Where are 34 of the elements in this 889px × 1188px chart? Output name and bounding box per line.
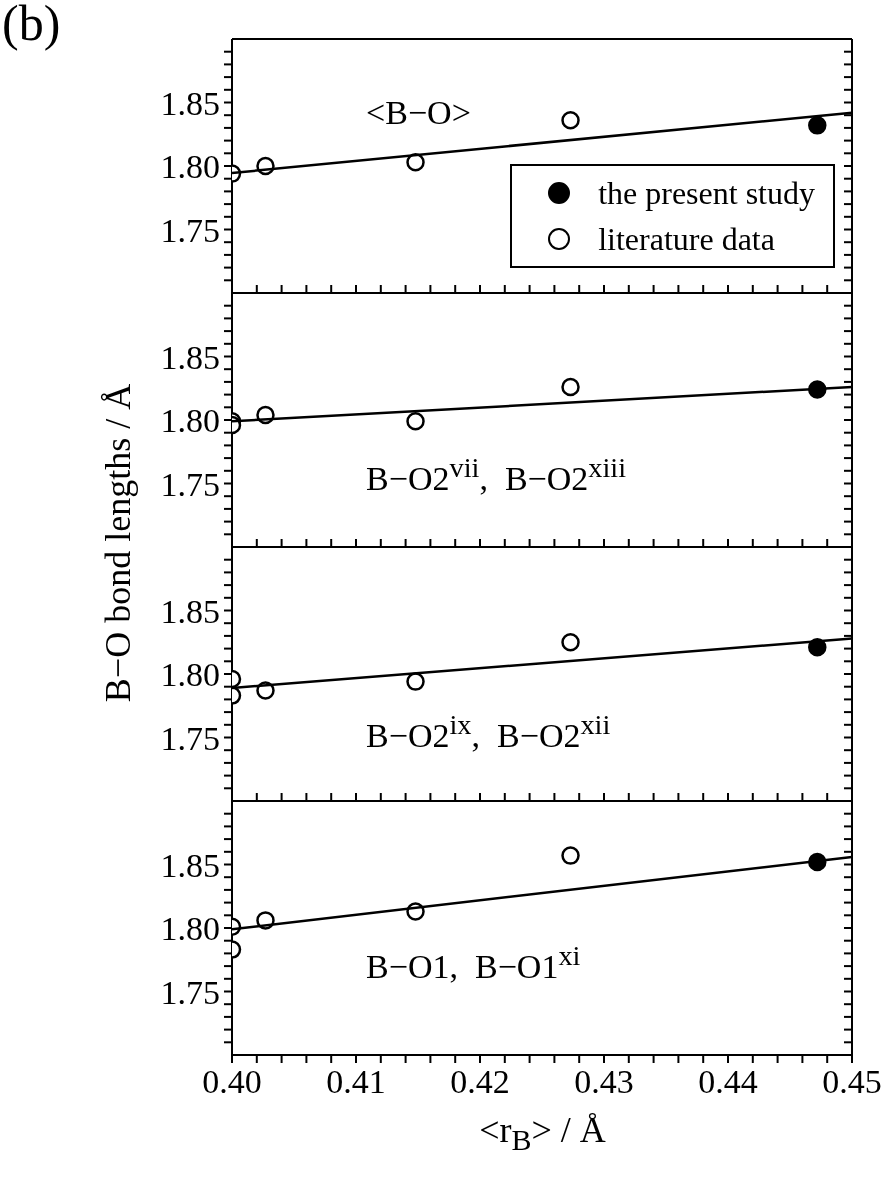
legend-label: literature data [598,220,775,258]
point [406,672,425,691]
y-tick-label: 1.80 [160,148,220,186]
y-tick-label: 1.80 [160,656,220,694]
x-tick-label: 0.41 [326,1063,386,1101]
y-tick-label: 1.85 [160,592,220,630]
x-tick-label: 0.43 [574,1063,634,1101]
y-axis-title: B−O bond lengths / Å [97,383,139,703]
x-tick-label: 0.44 [698,1063,758,1101]
y-tick-label: 1.75 [160,211,220,249]
legend-label: the present study [598,174,815,212]
y-tick-label: 1.85 [160,84,220,122]
y-tick-label: 1.75 [160,465,220,503]
text: B−O2$^{ix}$, B−O2$^{xii}$ [366,709,611,755]
x-tick-label: 0.45 [822,1063,882,1101]
text: B−O1, B−O1$^{xi}$ [366,940,581,986]
x-axis-title: <r$_{B}$> / Å [479,1109,606,1158]
text: B−O2$^{vii}$, B−O2$^{xiii}$ [366,452,627,499]
y-tick-label: 1.80 [160,910,220,948]
y-tick-label: 1.75 [160,973,220,1011]
x-tick-label: 0.40 [202,1063,262,1101]
text: (b) [2,0,61,52]
y-tick-label: 1.75 [160,719,220,757]
y-tick-label: 1.85 [160,338,220,376]
point [561,846,580,865]
y-tick-label: 1.80 [160,402,220,440]
point [561,633,580,652]
text: <B−O> [366,94,471,133]
point [808,116,827,135]
point [406,412,425,431]
x-tick-label: 0.42 [450,1063,510,1101]
y-tick-label: 1.85 [160,846,220,884]
point [561,111,580,130]
point [561,377,580,397]
